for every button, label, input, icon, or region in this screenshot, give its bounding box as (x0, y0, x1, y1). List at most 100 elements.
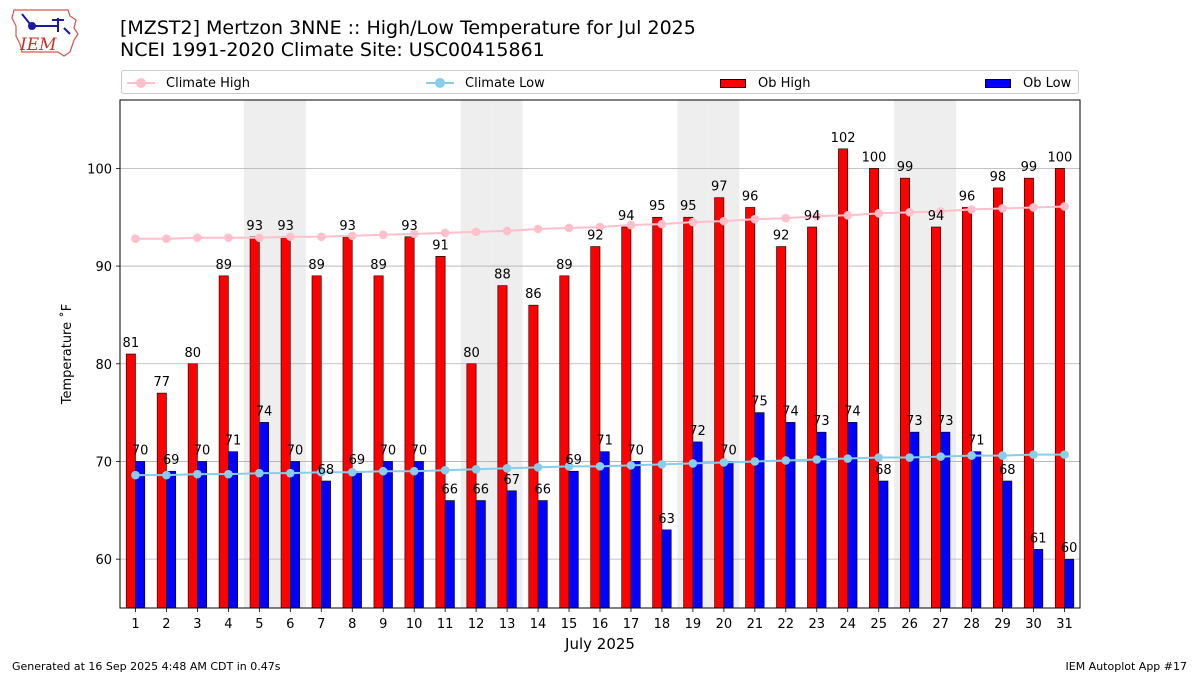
climate-low-point-21 (750, 457, 760, 466)
ob-high-label-13: 88 (494, 268, 511, 283)
ob-low-bar-9 (382, 461, 393, 609)
ob-high-label-17: 94 (618, 209, 635, 224)
climate-high-point-21 (750, 214, 760, 224)
ob-low-label-3: 70 (194, 443, 211, 458)
ob-low-bar-3 (197, 461, 208, 609)
legend-climate-high-label: Climate High (166, 75, 251, 91)
legend-climate-low-label: Climate Low (465, 75, 545, 91)
x-tick-label-3: 3 (193, 617, 201, 632)
ob-low-bar-7 (320, 480, 331, 609)
climate-high-point-20 (719, 216, 729, 226)
ob-low-bar-10 (413, 461, 424, 609)
generated-timestamp: Generated at 16 Sep 2025 4:48 AM CDT in … (12, 660, 281, 673)
ob-low-label-29: 68 (999, 463, 1016, 478)
x-tick-label-22: 22 (778, 617, 795, 632)
ob-low-label-21: 75 (751, 395, 768, 410)
ob-low-bar-5 (259, 422, 269, 609)
climate-high-point-25 (874, 209, 884, 218)
x-tick-label-6: 6 (286, 617, 294, 632)
ob-low-label-18: 63 (658, 512, 675, 527)
climate-high-point-10 (409, 229, 419, 239)
ob-high-bar-2 (156, 392, 167, 609)
ob-low-label-31: 60 (1061, 541, 1078, 556)
ob-low-bar-31 (1064, 558, 1075, 609)
chart-legend: Climate High Climate Low Ob High Ob Low (121, 70, 1079, 94)
ob-low-label-15: 69 (565, 453, 582, 468)
climate-high-point-5 (255, 233, 264, 243)
climate-low-point-25 (874, 453, 884, 462)
climate-low-point-17 (626, 461, 636, 470)
ob-high-label-5: 93 (246, 219, 263, 234)
climate-high-point-11 (440, 228, 450, 238)
climate-low-point-24 (843, 454, 853, 463)
ob-low-bar-21 (754, 412, 765, 609)
app-credit: IEM Autoplot App #17 (1065, 660, 1188, 673)
legend-climate-high-swatch (126, 74, 156, 92)
ob-high-label-12: 80 (463, 346, 480, 361)
ob-low-bar-8 (351, 470, 362, 609)
climate-low-point-30 (1029, 450, 1038, 459)
x-tick-label-18: 18 (654, 617, 671, 632)
ob-low-bar-20 (723, 461, 734, 609)
ob-high-label-25: 100 (862, 150, 887, 165)
ob-high-bar-8 (342, 236, 353, 609)
ob-high-label-9: 89 (370, 258, 387, 273)
ob-low-bar-22 (785, 422, 796, 609)
ob-low-bar-16 (599, 451, 610, 609)
ob-high-bar-19 (683, 216, 694, 609)
climate-low-point-23 (812, 455, 822, 464)
x-tick-label-31: 31 (1056, 617, 1073, 632)
climate-low-point-3 (193, 469, 202, 479)
climate-low-point-8 (347, 467, 357, 477)
x-tick-label-17: 17 (623, 617, 640, 632)
ob-low-label-11: 66 (442, 483, 459, 498)
climate-high-point-3 (193, 233, 202, 243)
climate-high-point-12 (471, 227, 481, 237)
ob-high-bar-29 (992, 187, 1003, 609)
ob-low-bar-12 (475, 500, 486, 609)
climate-high-point-28 (967, 205, 976, 214)
ob-low-bar-28 (971, 451, 982, 609)
x-tick-label-5: 5 (255, 617, 263, 632)
climate-high-point-22 (781, 213, 791, 223)
ob-high-bar-11 (435, 256, 446, 609)
climate-high-point-29 (998, 204, 1007, 213)
climate-high-point-9 (378, 230, 388, 240)
x-tick-label-20: 20 (716, 617, 733, 632)
climate-low-point-2 (162, 470, 171, 480)
ob-high-label-8: 93 (339, 219, 356, 234)
ob-high-label-19: 95 (680, 199, 697, 214)
climate-high-point-8 (347, 231, 357, 241)
climate-low-point-14 (533, 463, 543, 472)
ob-low-label-9: 70 (380, 443, 397, 458)
climate-low-point-6 (286, 468, 295, 478)
ob-low-bar-14 (537, 500, 548, 609)
x-tick-label-7: 7 (317, 617, 325, 632)
ob-low-label-7: 68 (318, 463, 335, 478)
iowa-outline-shape (11, 9, 79, 57)
ob-low-label-24: 74 (844, 404, 861, 419)
climate-low-point-4 (224, 469, 233, 479)
climate-low-point-13 (502, 464, 512, 473)
ob-high-label-15: 89 (556, 258, 573, 273)
ob-high-bar-28 (962, 207, 972, 609)
ob-low-label-28: 71 (968, 434, 985, 449)
legend-ob-high-swatch (720, 78, 746, 88)
ob-high-bar-6 (280, 236, 291, 609)
ob-low-bar-25 (878, 480, 889, 609)
climate-low-point-12 (471, 464, 481, 474)
ob-high-bar-18 (652, 216, 663, 609)
ob-high-label-20: 97 (711, 180, 728, 195)
ob-low-bar-17 (630, 461, 641, 609)
ob-low-bar-6 (290, 461, 300, 609)
x-tick-label-21: 21 (747, 617, 764, 632)
x-tick-label-29: 29 (994, 617, 1011, 632)
climate-low-point-1 (131, 470, 140, 480)
x-tick-label-11: 11 (437, 617, 454, 632)
chart-title: [MZST2] Mertzon 3NNE :: High/Low Tempera… (120, 17, 696, 39)
ob-high-label-1: 81 (123, 336, 140, 351)
climate-high-point-2 (162, 234, 171, 244)
climate-low-point-31 (1060, 450, 1069, 459)
ob-high-label-29: 98 (990, 170, 1007, 185)
ob-low-label-17: 70 (627, 443, 644, 458)
